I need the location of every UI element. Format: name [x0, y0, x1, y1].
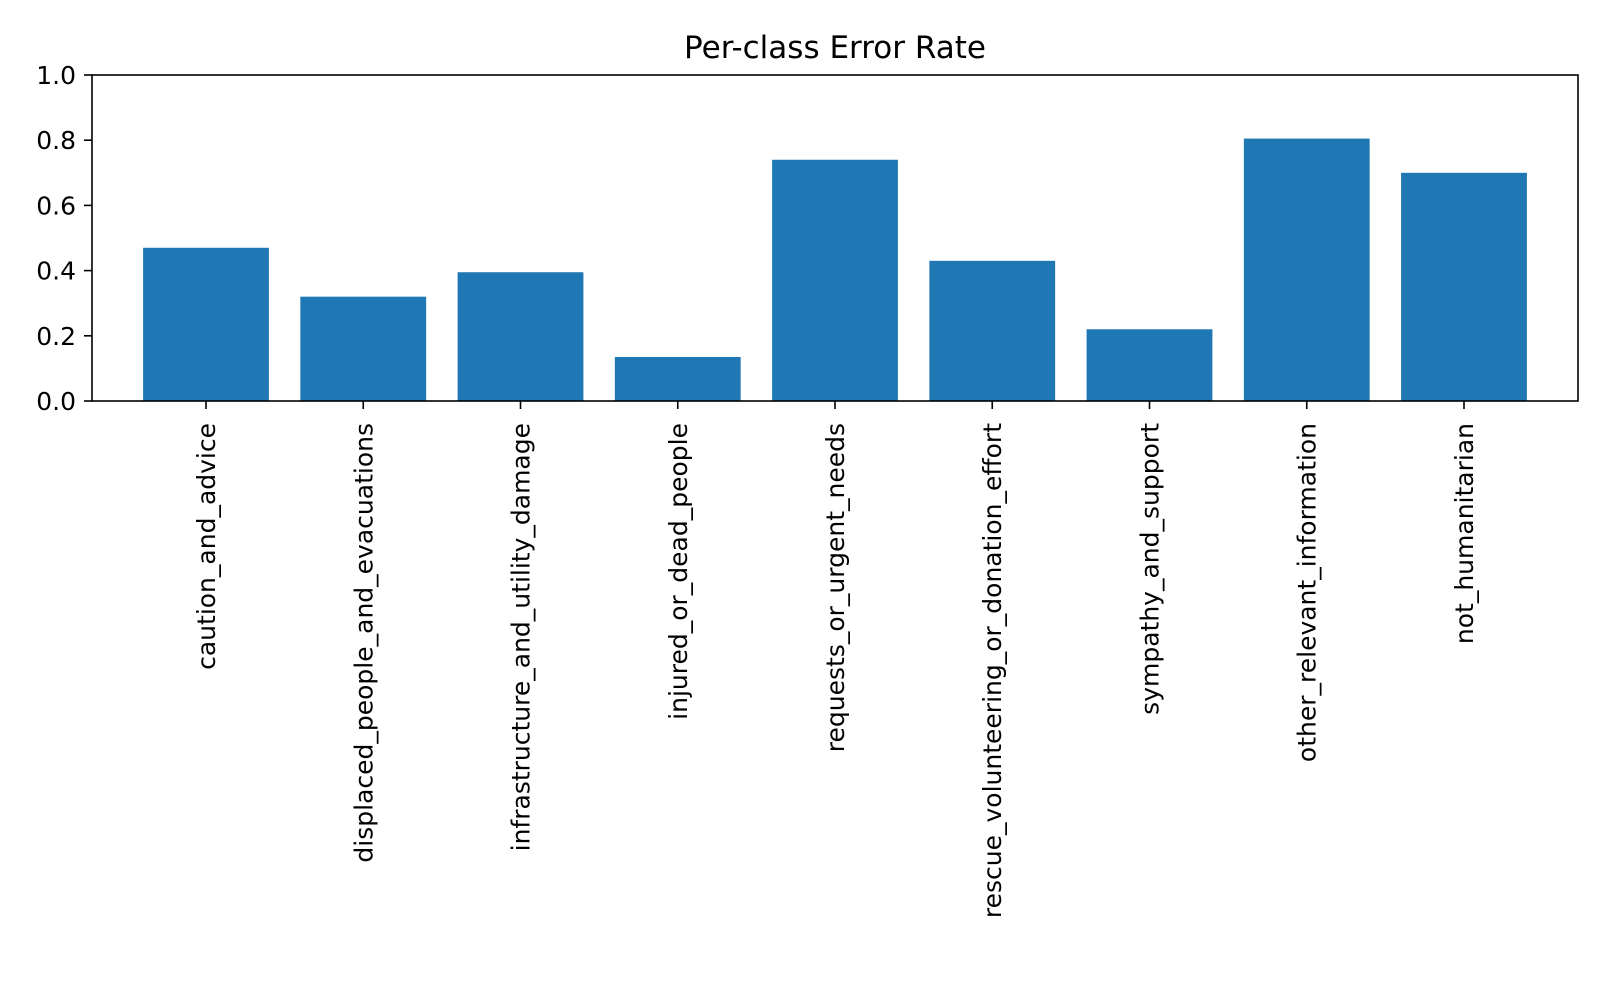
y-tick-label: 0.8: [36, 126, 76, 155]
y-tick-label: 0.0: [36, 387, 76, 416]
bar-displaced-people-and-evacuations: [300, 296, 427, 401]
x-tick-label: sympathy_and_support: [1135, 423, 1164, 715]
bar-sympathy-and-support: [1086, 329, 1213, 401]
x-tick-label: not_humanitarian: [1450, 423, 1479, 644]
bar-requests-or-urgent-needs: [772, 159, 898, 401]
y-tick-label: 0.4: [36, 257, 76, 286]
bar-infrastructure-and-utility-damage: [457, 272, 584, 401]
x-axis: caution_and_advice displaced_people_and_e…: [192, 401, 1479, 918]
x-tick-label: rescue_volunteering_or_donation_effort: [978, 423, 1007, 918]
x-tick-label: infrastructure_and_utility_damage: [507, 423, 536, 851]
y-tick-label: 0.6: [36, 191, 76, 220]
bar-caution-and-advice: [143, 247, 269, 401]
x-tick-label: injured_or_dead_people: [664, 423, 693, 720]
y-axis: 0.0 0.2 0.4 0.6 0.8 1.0: [36, 61, 92, 416]
bar-other-relevant-information: [1243, 138, 1370, 401]
x-tick-label: displaced_people_and_evacuations: [349, 423, 378, 863]
bar-rescue-volunteering-or-donation-effort: [929, 260, 1056, 401]
chart-title: Per-class Error Rate: [684, 30, 986, 66]
y-tick-label: 1.0: [36, 61, 76, 90]
x-tick-label: caution_and_advice: [192, 423, 221, 670]
x-tick-label: requests_or_urgent_needs: [821, 423, 850, 752]
bar-not-humanitarian: [1401, 172, 1527, 401]
bar-injured-or-dead-people: [614, 356, 741, 401]
y-tick-label: 0.2: [36, 322, 76, 351]
bars-layer: [143, 138, 1527, 401]
x-tick-label: other_relevant_information: [1293, 423, 1322, 762]
